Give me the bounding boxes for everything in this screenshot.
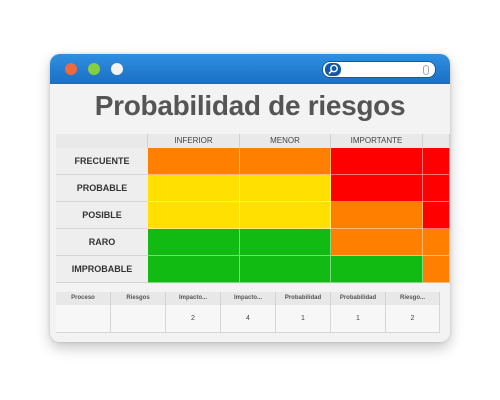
column-header-importante: IMPORTANTE: [331, 134, 423, 148]
maximize-window-button[interactable]: [88, 63, 100, 75]
table-cell[interactable]: 1: [331, 305, 386, 333]
matrix-cell: [148, 256, 240, 283]
matrix-cell: [423, 256, 450, 283]
matrix-cell: [423, 202, 450, 229]
table-cell[interactable]: 2: [166, 305, 221, 333]
search-clear-icon[interactable]: [423, 65, 429, 75]
row-header-posible: POSIBLE: [56, 202, 148, 229]
row-header-frecuente: FRECUENTE: [56, 148, 148, 175]
matrix-cell: [331, 229, 423, 256]
table-cell[interactable]: [111, 305, 166, 333]
matrix-cell: [148, 148, 240, 175]
matrix-cell: [240, 229, 331, 256]
matrix-corner-header: [56, 134, 148, 148]
matrix-cell: [331, 148, 423, 175]
matrix-cell: [148, 175, 240, 202]
matrix-cell: [423, 229, 450, 256]
table-header-impacto-1: Impacto...: [166, 292, 221, 305]
page-title: Probabilidad de riesgos: [94, 90, 406, 121]
app-window: Probabilidad de riesgos INFERIOR MENOR I…: [50, 54, 450, 342]
row-header-improbable: IMPROBABLE: [56, 256, 148, 283]
matrix-cell: [240, 256, 331, 283]
row-header-probable: PROBABLE: [56, 175, 148, 202]
column-header-inferior: INFERIOR: [148, 134, 240, 148]
search-input[interactable]: [345, 63, 415, 75]
minimize-window-button[interactable]: [111, 63, 123, 75]
matrix-cell: [423, 148, 450, 175]
table-header-riesgos: Riesgos: [111, 292, 166, 305]
matrix-cell: [331, 256, 423, 283]
matrix-cell: [240, 148, 331, 175]
column-header-extra: [423, 134, 450, 148]
column-header-menor: MENOR: [240, 134, 331, 148]
table-cell[interactable]: 1: [276, 305, 331, 333]
risk-table: Proceso Riesgos Impacto... Impacto... Pr…: [56, 292, 450, 342]
table-header-probabilidad-2: Probabilidad: [331, 292, 386, 305]
close-window-button[interactable]: [65, 63, 77, 75]
risk-matrix: INFERIOR MENOR IMPORTANTE FRECUENTE PROB…: [56, 134, 450, 284]
matrix-cell: [423, 175, 450, 202]
search-box[interactable]: [322, 61, 436, 78]
table-header-riesgo: Riesgo...: [386, 292, 440, 305]
table-header-probabilidad-1: Probabilidad: [276, 292, 331, 305]
search-icon[interactable]: [325, 63, 341, 76]
matrix-cell: [331, 175, 423, 202]
title-bar: [50, 54, 450, 84]
row-header-raro: RARO: [56, 229, 148, 256]
matrix-cell: [240, 202, 331, 229]
matrix-cell: [148, 229, 240, 256]
table-cell[interactable]: [56, 305, 111, 333]
matrix-cell: [148, 202, 240, 229]
table-cell[interactable]: 4: [221, 305, 276, 333]
table-cell[interactable]: 2: [386, 305, 440, 333]
matrix-cell: [240, 175, 331, 202]
matrix-cell: [331, 202, 423, 229]
table-header-impacto-2: Impacto...: [221, 292, 276, 305]
table-header-proceso: Proceso: [56, 292, 111, 305]
main-content: Probabilidad de riesgos INFERIOR MENOR I…: [50, 84, 450, 342]
